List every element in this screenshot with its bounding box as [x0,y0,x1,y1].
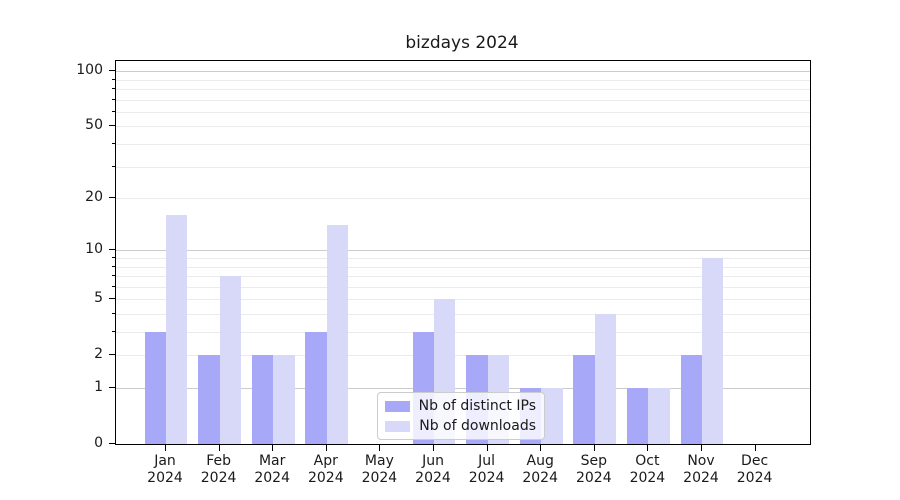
gridline-minor-70 [116,99,810,101]
gridline-minor-5 [116,299,810,301]
y-minor-tick-80 [112,88,115,90]
gridline-minor-4 [116,313,810,315]
bar-downloads-aug [541,388,563,444]
y-tick-label-2: 2 [94,346,103,363]
bar-distinct-ips-mar [251,355,274,444]
gridline-minor-60 [116,111,810,113]
y-minor-tick-6 [112,285,115,287]
x-tick-label-jun: Jun 2024 [415,453,451,486]
y-tick-label-5: 5 [94,290,103,307]
y-minor-tick-60 [112,110,115,112]
x-tick-label-nov: Nov 2024 [683,453,719,486]
y-minor-tick-9 [112,257,115,258]
x-tick-mar [272,445,274,451]
plot-area [115,60,811,445]
y-tick-100 [109,70,115,72]
x-tick-apr [325,445,327,451]
gridline-minor-6 [116,286,810,288]
x-tick-label-jul: Jul 2024 [468,453,505,486]
x-tick-label-jan: Jan 2024 [147,453,183,486]
chart-title: bizdays 2024 [405,33,519,53]
y-minor-tick-50 [112,125,115,127]
bar-distinct-ips-feb [198,355,220,444]
legend-swatch-distinct-ips [385,400,410,412]
x-tick-jul [486,445,488,451]
y-tick-0 [109,443,115,444]
gridline-minor-2 [116,355,810,357]
y-tick-10 [109,249,115,251]
x-tick-feb [218,445,220,451]
x-tick-oct [647,445,649,451]
legend-label-distinct-ips: Nb of distinct IPs [418,398,536,414]
bar-distinct-ips-nov [680,355,702,444]
x-tick-label-mar: Mar 2024 [254,453,290,486]
legend-item-downloads: Nb of downloads [385,418,536,434]
gridline-minor-8 [116,266,810,268]
y-minor-tick-2 [112,354,115,356]
bar-distinct-ips-jan [144,332,166,444]
gridline-minor-7 [116,276,810,278]
legend-swatch-downloads [385,420,410,432]
legend-label-downloads: Nb of downloads [419,418,536,434]
bar-downloads-oct [648,388,670,444]
y-tick-label-0: 0 [94,435,103,451]
x-tick-label-apr: Apr 2024 [307,453,344,486]
y-tick-label-50: 50 [85,117,103,134]
x-tick-aug [540,445,542,451]
x-tick-label-oct: Oct 2024 [629,453,666,486]
bar-downloads-mar [273,355,295,444]
gridline-major-10 [116,250,810,252]
y-tick-label-1: 1 [94,379,103,395]
gridline-major-1 [116,388,810,389]
bar-downloads-feb [219,276,241,444]
x-tick-label-dec: Dec 2024 [736,453,773,486]
legend-item-distinct-ips: Nb of distinct IPs [385,398,536,414]
bar-distinct-ips-apr [305,332,327,444]
y-minor-tick-3 [112,331,115,333]
gridline-minor-20 [116,198,810,200]
y-minor-tick-90 [112,78,115,80]
x-tick-dec [754,445,756,451]
bar-distinct-ips-oct [627,388,649,444]
y-tick-label-10: 10 [85,241,103,258]
y-minor-tick-5 [112,298,115,300]
x-tick-sep [593,445,595,451]
y-minor-tick-20 [112,197,115,199]
x-tick-label-aug: Aug 2024 [522,453,558,486]
y-minor-tick-8 [112,265,115,267]
bar-downloads-nov [702,258,724,444]
x-tick-jan [165,445,166,451]
y-minor-tick-70 [112,98,115,100]
x-tick-jun [433,445,434,451]
x-tick-label-may: May 2024 [361,453,398,486]
gridline-minor-9 [116,258,810,259]
gridline-minor-80 [116,89,810,91]
bar-downloads-jan [166,215,188,444]
bar-downloads-sep [594,313,617,444]
gridline-minor-40 [116,144,810,146]
gridline-major-100 [116,71,810,73]
y-minor-tick-7 [112,275,115,277]
y-minor-tick-40 [112,143,115,145]
gridline-minor-3 [116,332,810,334]
legend: Nb of distinct IPs Nb of downloads [377,392,545,440]
x-tick-may [379,445,381,451]
y-tick-label-20: 20 [85,189,103,206]
y-tick-1 [109,387,115,388]
y-minor-tick-4 [112,312,115,314]
gridline-minor-90 [116,79,810,81]
bar-distinct-ips-sep [573,355,595,444]
gridline-minor-50 [116,126,810,128]
x-tick-nov [701,445,702,451]
y-tick-label-100: 100 [76,62,103,79]
y-minor-tick-30 [112,165,115,167]
gridline-minor-30 [116,166,810,168]
x-tick-label-sep: Sep 2024 [575,453,612,486]
x-tick-label-feb: Feb 2024 [200,453,237,486]
bar-downloads-apr [326,225,349,444]
